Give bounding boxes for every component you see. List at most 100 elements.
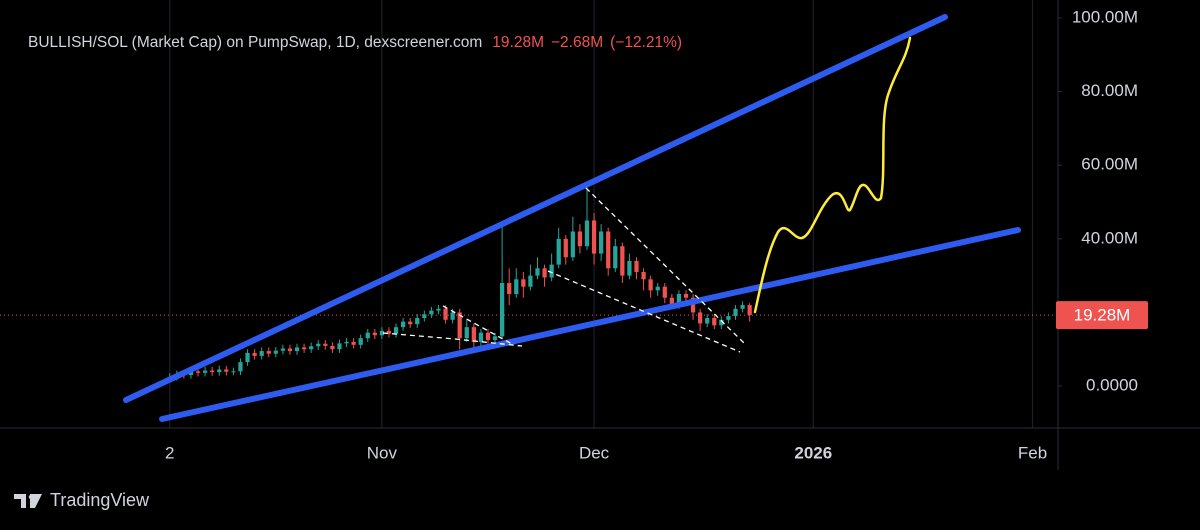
candle-body xyxy=(655,286,660,291)
candle-body xyxy=(309,346,314,350)
y-tick-label: 40.00M xyxy=(1081,228,1138,247)
logo-dot xyxy=(28,494,34,500)
candle-body xyxy=(386,330,392,334)
last-price-box xyxy=(1056,301,1148,330)
candle-body xyxy=(698,312,703,324)
tradingview-logo: TradingView xyxy=(14,490,150,510)
candle-body xyxy=(726,316,731,320)
chart-title: BULLISH/SOL (Market Cap) on PumpSwap, 1D… xyxy=(28,34,482,51)
candle-body xyxy=(273,350,278,354)
candle-body xyxy=(634,260,639,272)
candle-body xyxy=(549,264,554,278)
candle-body xyxy=(266,351,271,354)
candle-body xyxy=(400,321,406,328)
candle-body xyxy=(528,275,533,287)
candle-body xyxy=(747,305,752,316)
candle-body xyxy=(478,332,484,342)
candle-body xyxy=(599,231,604,254)
y-tick-label: 0.0000 xyxy=(1086,376,1138,395)
candle-body xyxy=(740,305,745,309)
candle-body xyxy=(542,268,547,278)
candle-body xyxy=(613,246,618,269)
candle-body xyxy=(457,312,462,339)
candle-body xyxy=(521,279,526,287)
legend-value: 19.28M xyxy=(492,34,544,51)
candle-body xyxy=(471,327,476,342)
dashed-line xyxy=(585,187,746,345)
footer-brand: TradingView xyxy=(50,490,150,510)
candle-body xyxy=(514,279,519,295)
candle-body xyxy=(372,332,377,336)
upper-trendline xyxy=(123,14,948,403)
candle-body xyxy=(620,246,625,276)
drawings xyxy=(123,14,1021,422)
y-tick-label: 100.00M xyxy=(1072,8,1138,27)
candle-body xyxy=(210,370,215,373)
candle-body xyxy=(464,327,469,339)
candle-body xyxy=(358,338,363,345)
candle-body xyxy=(195,371,201,373)
candle-body xyxy=(443,308,448,320)
candle-body xyxy=(563,238,568,258)
candle-body xyxy=(231,371,236,373)
candle-body xyxy=(648,279,653,291)
candle-body xyxy=(287,348,293,352)
candle-body xyxy=(252,352,257,356)
candle-body xyxy=(591,220,597,254)
candle-body xyxy=(330,345,335,350)
y-tick-label: 60.00M xyxy=(1081,155,1138,174)
candle-body xyxy=(606,231,611,269)
candle-body xyxy=(337,343,342,350)
dashed-line xyxy=(442,305,513,345)
lower-trendline xyxy=(159,227,1021,422)
legend-change: −2.68M xyxy=(551,34,603,51)
candle-body xyxy=(577,231,583,247)
projection-curve xyxy=(753,36,912,314)
candle-body xyxy=(641,271,646,280)
candle-body xyxy=(690,297,696,313)
candle-body xyxy=(379,330,385,336)
candle-body xyxy=(570,231,575,258)
legend-change-pct: (−12.21%) xyxy=(610,34,682,51)
candle-body xyxy=(683,294,689,298)
candle-body xyxy=(485,332,491,341)
axes: 2 Nov Dec 2026 Feb 0.0000 40.00M 60.00M 80.00M 10… xyxy=(165,8,1148,462)
candle-body xyxy=(556,238,561,265)
logo-icon xyxy=(14,494,42,508)
candle-body xyxy=(224,369,229,372)
candle-body xyxy=(202,370,208,373)
candle-body xyxy=(188,371,194,376)
candle-body xyxy=(719,319,724,326)
candle-body xyxy=(408,321,413,325)
candle-body xyxy=(245,352,250,363)
candle-body xyxy=(280,348,286,351)
candle-body xyxy=(436,308,441,311)
candle-body xyxy=(662,286,667,298)
candle-body xyxy=(294,347,300,352)
candle-body xyxy=(584,220,590,247)
candle-body xyxy=(429,310,434,315)
dashed-line xyxy=(454,338,523,347)
candle-body xyxy=(507,283,512,295)
x-tick-label: Feb xyxy=(1018,443,1047,462)
candle-body xyxy=(344,341,349,344)
dashed-line xyxy=(547,270,741,353)
x-tick-label: Nov xyxy=(367,443,398,462)
candle-body xyxy=(301,347,307,350)
x-tick-label: 2026 xyxy=(794,443,832,462)
x-tick-label: 2 xyxy=(165,443,174,462)
candle-body xyxy=(669,297,674,306)
candle-body xyxy=(393,327,399,334)
y-tick-label: 80.00M xyxy=(1081,81,1138,100)
candle-body xyxy=(238,362,243,372)
candle-body xyxy=(712,317,717,326)
x-tick-label: Dec xyxy=(579,443,610,462)
candle-body xyxy=(676,294,682,306)
candle-body xyxy=(422,314,427,318)
candle-body xyxy=(492,336,498,341)
dashed-line xyxy=(382,332,456,340)
last-price-label: 19.28M xyxy=(1074,306,1131,325)
